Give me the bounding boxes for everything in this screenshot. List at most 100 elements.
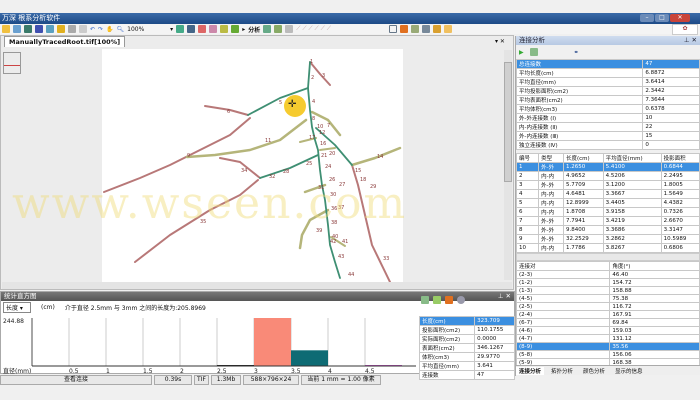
table-row[interactable]: 平均长度(cm) 6.8872 <box>515 68 700 78</box>
table-row[interactable]: (6-7) 69.84 <box>515 318 700 327</box>
table-row[interactable]: 内-内连接数 (Ⅱ) 22 <box>515 122 700 132</box>
vertical-scrollbar[interactable] <box>504 50 512 280</box>
document-tab[interactable]: ManuallyTracedRoot.tif[100%] <box>4 36 126 47</box>
column-header[interactable]: 长度(cm) <box>562 153 604 163</box>
table-row[interactable]: (8-9) 35.56 <box>515 342 700 351</box>
table-row[interactable]: 总连接数 47 <box>515 59 700 69</box>
table-row[interactable]: (1-3) 158.88 <box>515 286 700 295</box>
root-icon[interactable] <box>263 25 272 33</box>
table-row[interactable]: (4-6) 159.03 <box>515 326 700 335</box>
stats-icon[interactable] <box>411 25 420 33</box>
table-row[interactable]: 7 外-外 7.7941 3.4219 2.6670 <box>515 216 700 226</box>
fit-icon[interactable] <box>187 25 196 33</box>
zoom-in-icon[interactable] <box>176 25 185 33</box>
zoom-icon[interactable]: 🔍︎ <box>116 25 125 33</box>
chevron-down-icon[interactable]: ▾ <box>170 25 174 33</box>
column-header[interactable]: 角度(°) <box>609 261 700 271</box>
analyze-button[interactable]: 分析 <box>248 26 261 34</box>
table-row[interactable]: 体积(cm3) 29.9770 <box>418 352 515 362</box>
binoculars-icon[interactable]: ⚭ <box>573 48 579 56</box>
table-row[interactable]: 连接数 47 <box>418 370 515 380</box>
table-row[interactable]: 3 外-外 5.7709 3.1200 1.8005 <box>515 180 700 190</box>
panel-tab[interactable]: 连接分析 <box>516 366 545 375</box>
color-icon[interactable] <box>433 25 442 33</box>
metric-select[interactable]: 长度 ▾ <box>3 301 31 313</box>
pin-close-icon[interactable]: ⊥ ✕ <box>683 36 697 44</box>
table-row[interactable]: 平均直径(mm) 3.6414 <box>515 77 700 87</box>
panel-tab[interactable]: 显示的信息 <box>615 368 643 375</box>
image-icon[interactable] <box>46 25 54 33</box>
pencil-icon[interactable] <box>57 25 65 33</box>
table-row[interactable]: 平均投影面积(cm2) 2.3442 <box>515 86 700 96</box>
zoom-select[interactable]: 100% <box>127 25 145 33</box>
column-header[interactable]: 平均直径(mm) <box>602 153 662 163</box>
minimize-button[interactable]: – <box>640 14 654 22</box>
pin-close-icon[interactable]: ⊥ ✕ <box>497 292 511 300</box>
scan-icon[interactable] <box>13 25 21 33</box>
table-row[interactable]: 平均表面积(cm2) 7.3644 <box>515 95 700 105</box>
print-icon[interactable] <box>24 25 32 33</box>
table-row[interactable]: 平均直径(mm) 3.641 <box>418 361 515 371</box>
hand-icon[interactable]: ✋ <box>106 25 114 33</box>
table-row[interactable]: 1 外-外 1.2650 5.4100 0.6844 <box>515 162 700 172</box>
undo-icon[interactable]: ↶ <box>90 25 96 33</box>
table-row[interactable]: (4-7) 131.12 <box>515 334 700 343</box>
run-icon[interactable]: ▶ <box>519 48 524 56</box>
image-icon[interactable] <box>433 296 441 304</box>
grid-icon[interactable] <box>220 25 229 33</box>
table-row[interactable]: 8 外-外 9.8400 3.3686 3.3147 <box>515 225 700 235</box>
redo-icon[interactable]: ↷ <box>98 25 104 33</box>
export-icon[interactable] <box>529 48 538 56</box>
edit-icon[interactable] <box>285 25 294 33</box>
histogram-bar[interactable] <box>254 318 291 366</box>
maximize-button[interactable]: □ <box>655 14 669 22</box>
table-row[interactable]: (2-5) 116.72 <box>515 302 700 311</box>
help-icon[interactable] <box>444 25 453 33</box>
table-row[interactable]: (5-8) 156.06 <box>515 350 700 359</box>
chart-icon[interactable] <box>445 296 453 304</box>
table-row[interactable]: 投影面积(cm2) 110.1755 <box>418 325 515 335</box>
paste-icon[interactable] <box>79 25 87 33</box>
play-icon[interactable]: ▸ <box>242 25 246 33</box>
table-row[interactable]: (4-5) 75.38 <box>515 294 700 303</box>
table-row[interactable]: (2-3) 46.40 <box>515 270 700 279</box>
rect-icon[interactable] <box>231 25 240 33</box>
table-row[interactable]: 5 内-内 12.8999 3.4405 4.4382 <box>515 198 700 208</box>
copy-icon[interactable] <box>68 25 76 33</box>
column-header[interactable]: 连接对 <box>515 261 611 271</box>
column-header[interactable]: 类型 <box>538 153 564 163</box>
column-header[interactable]: 编号 <box>515 153 540 163</box>
horizontal-scrollbar[interactable] <box>2 282 512 289</box>
topology-icon[interactable] <box>422 25 431 33</box>
column-header[interactable]: 投影面积 <box>660 153 700 163</box>
table-row[interactable]: 长度(cm) 323.709 <box>418 316 515 326</box>
table-row[interactable]: 10 内-内 1.7786 3.8267 0.6806 <box>515 243 700 253</box>
table-row[interactable]: 外-外连接数 (Ⅰ) 10 <box>515 113 700 123</box>
table-row[interactable]: 6 内-内 1.8708 3.9158 0.7326 <box>515 207 700 217</box>
trace-icon[interactable] <box>198 25 207 33</box>
panel-tab[interactable]: 颜色分析 <box>583 368 606 375</box>
save-icon[interactable] <box>35 25 43 33</box>
histogram-bar[interactable] <box>291 350 328 366</box>
table-row[interactable]: 独立连接数 (Ⅳ) 0 <box>515 140 700 150</box>
table-row[interactable]: 9 外-外 32.2529 3.2862 10.5989 <box>515 234 700 244</box>
thumbnail-navigator[interactable] <box>3 52 21 74</box>
table-row[interactable]: 4 内-内 4.6481 3.3667 1.5649 <box>515 189 700 199</box>
table-row[interactable]: (2-4) 167.91 <box>515 310 700 319</box>
table-row[interactable]: 外-内连接数 (Ⅲ) 15 <box>515 131 700 141</box>
chart-icon[interactable] <box>400 25 409 33</box>
table-row[interactable]: 平均体积(cm3) 0.6378 <box>515 104 700 114</box>
table-row[interactable]: 表面积(cm2) 346.1267 <box>418 343 515 353</box>
close-button[interactable]: ✕ <box>670 14 690 22</box>
settings-icon[interactable] <box>457 296 465 304</box>
export-icon[interactable] <box>421 296 429 304</box>
table-row[interactable]: 2 内-内 4.9652 4.5206 2.2495 <box>515 171 700 181</box>
table-row[interactable]: 实际面积(cm2) 0.0000 <box>418 334 515 344</box>
links-hscrollbar[interactable] <box>516 253 700 261</box>
doc-close-icon[interactable]: ▾ ✕ <box>495 38 505 45</box>
image-canvas[interactable]: ✛ 1 2 3 4 5 6 7 8 9 10 11 12 14 15 16 17 18 20 21 24 25 26 27 2… <box>102 49 403 282</box>
table-row[interactable]: (1-2) 154.72 <box>515 278 700 287</box>
root2-icon[interactable] <box>274 25 283 33</box>
panel-tab[interactable]: 拓扑分析 <box>551 368 574 375</box>
open-icon[interactable] <box>2 25 10 33</box>
